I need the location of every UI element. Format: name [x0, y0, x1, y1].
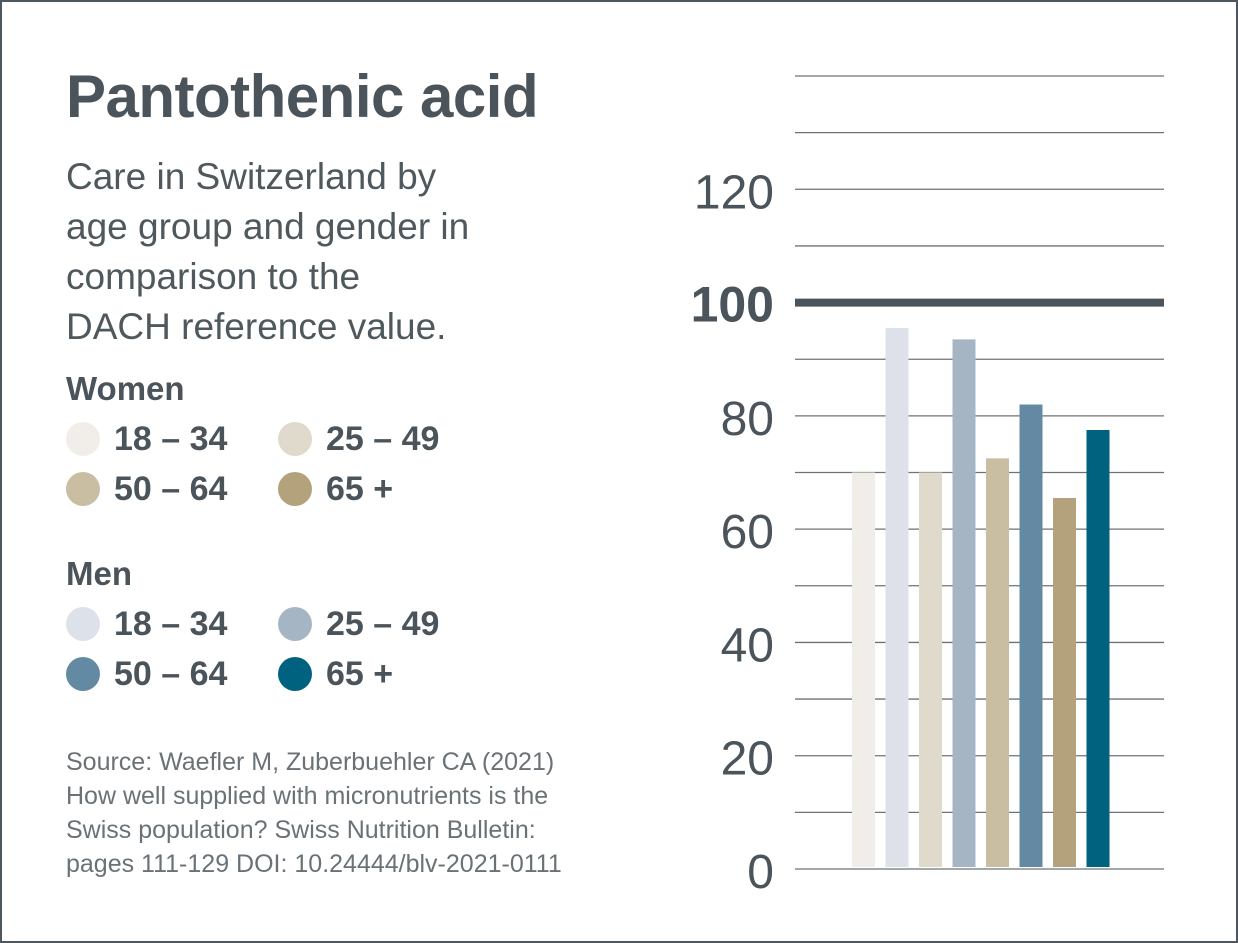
legend-label: 65 +: [326, 469, 394, 508]
legend-label: 65 +: [326, 654, 394, 693]
y-tick-label: 120: [694, 166, 774, 219]
legend-swatch: [278, 422, 312, 456]
y-tick-label: 80: [721, 393, 774, 446]
legend-item-women-65-plus: 65 +: [278, 469, 393, 509]
legend-label: 18 – 34: [114, 604, 228, 643]
y-tick-label: 20: [721, 733, 774, 786]
legend-label: 25 – 49: [326, 419, 440, 458]
bar: [952, 339, 976, 867]
y-tick-label: 60: [721, 506, 774, 559]
legend-item-women-50-64: 50 – 64: [66, 469, 227, 509]
source-note: Source: Waefler M, Zuberbuehler CA (2021…: [66, 745, 636, 881]
y-tick-label: 40: [721, 619, 774, 672]
legend-swatch: [278, 657, 312, 691]
chart-subtitle: Care in Switzerland by age group and gen…: [66, 152, 546, 352]
y-tick-label: 100: [691, 277, 774, 333]
bars: [852, 328, 1110, 868]
legend-swatch: [66, 422, 100, 456]
legend-label: 18 – 34: [114, 419, 228, 458]
legend-item-men-18-34: 18 – 34: [66, 604, 227, 644]
legend-label: 25 – 49: [326, 604, 440, 643]
legend-item-women-18-34: 18 – 34: [66, 419, 227, 459]
bar: [1019, 404, 1043, 867]
subtitle-line: comparison to the: [66, 256, 361, 297]
bar: [986, 458, 1009, 867]
legend-swatch: [66, 472, 100, 506]
legend-swatch: [278, 607, 312, 641]
subtitle-line: age group and gender in: [66, 206, 470, 247]
bar: [1086, 430, 1110, 867]
source-line: Source: Waefler M, Zuberbuehler CA (2021…: [66, 748, 555, 776]
bar: [885, 328, 909, 868]
chart-title: Pantothenic acid: [66, 63, 539, 130]
source-line: pages 111-129 DOI: 10.24444/blv-2021-011…: [66, 850, 562, 878]
legend-item-women-25-49: 25 – 49: [278, 419, 439, 459]
legend-heading-men: Men: [66, 555, 132, 592]
legend-heading-women: Women: [66, 370, 185, 407]
y-tick-label: 0: [747, 846, 774, 899]
legend-swatch: [278, 472, 312, 506]
bar: [852, 472, 875, 867]
legend-item-men-65-plus: 65 +: [278, 654, 393, 694]
source-line: Swiss population? Swiss Nutrition Bullet…: [66, 816, 536, 844]
legend-item-men-25-49: 25 – 49: [278, 604, 439, 644]
legend-label: 50 – 64: [114, 654, 228, 693]
subtitle-line: Care in Switzerland by: [66, 156, 437, 197]
y-tick-labels: 0 20 40 60 80 100 120: [691, 166, 774, 899]
legend-swatch: [66, 607, 100, 641]
legend-swatch: [66, 657, 100, 691]
bar: [919, 472, 942, 867]
subtitle-line: DACH reference value.: [66, 306, 447, 347]
legend-item-men-50-64: 50 – 64: [66, 654, 227, 694]
legend-label: 50 – 64: [114, 469, 228, 508]
bar: [1053, 497, 1076, 867]
source-line: How well supplied with micronutrients is…: [66, 782, 549, 810]
